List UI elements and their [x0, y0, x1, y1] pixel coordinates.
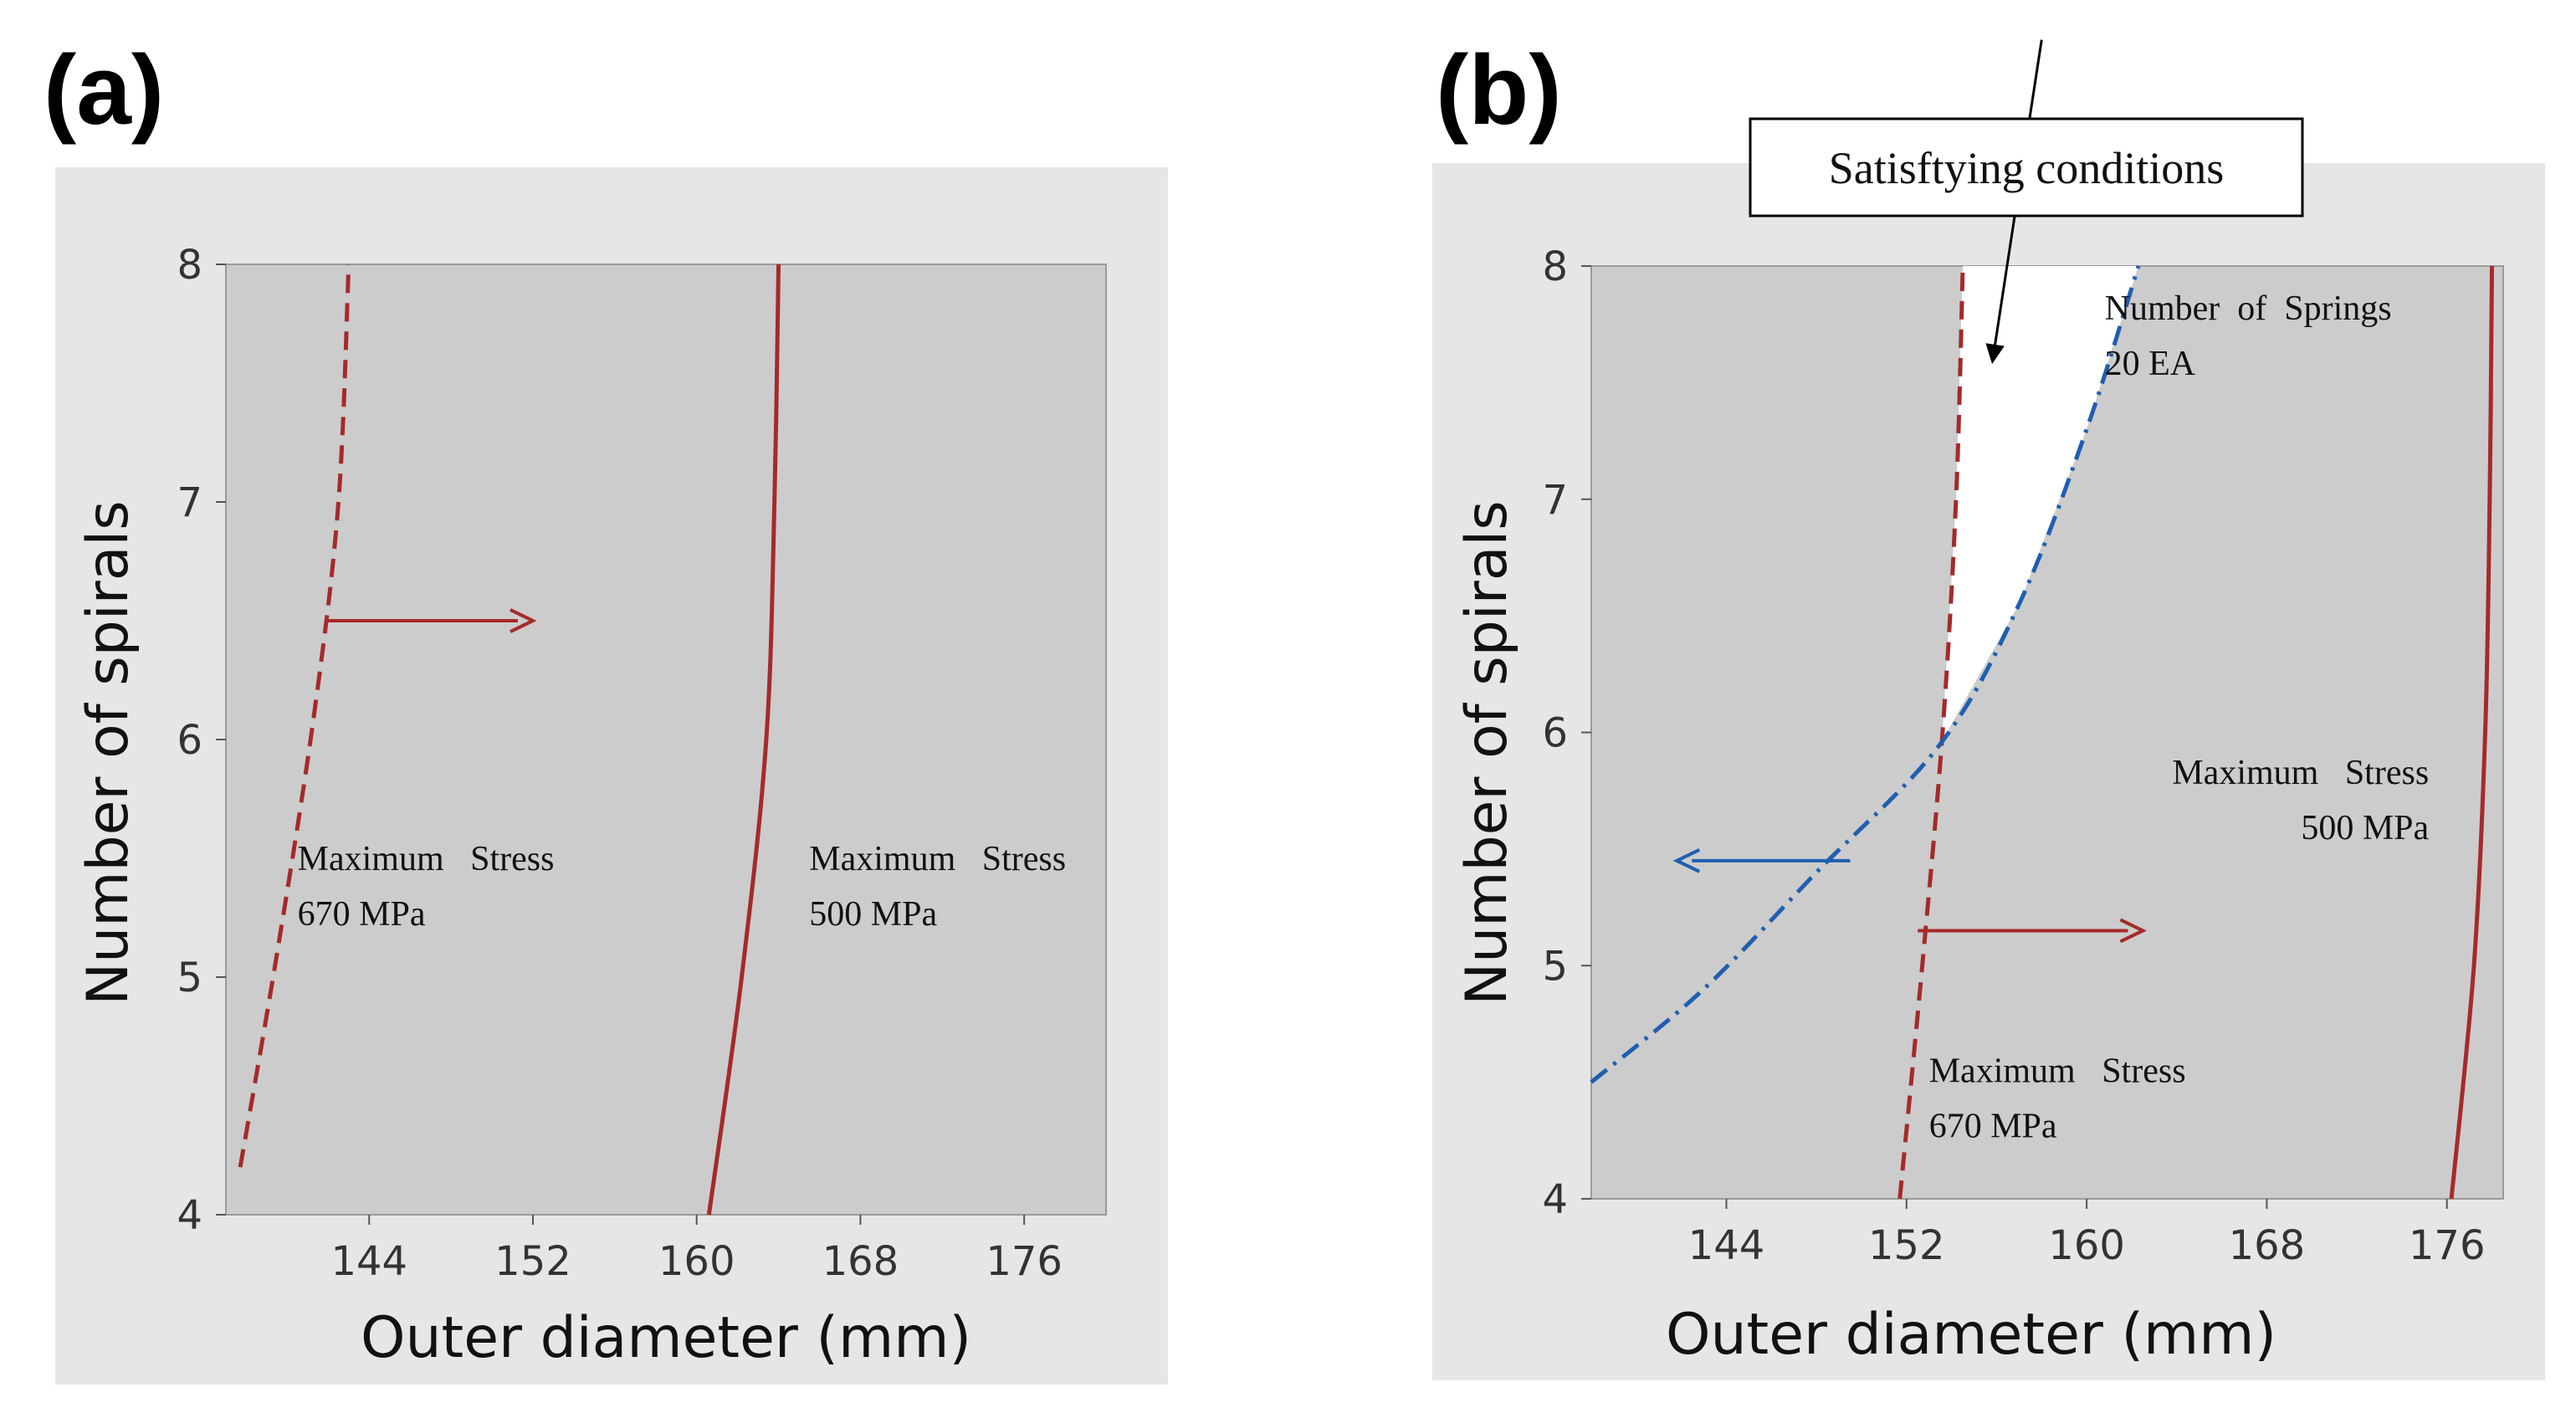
y-tick-label: 6 — [1542, 710, 1568, 757]
callout-text: Satisftying conditions — [1829, 143, 2225, 193]
panel-b-x-ticks: 144 152 160 168 176 — [1688, 1199, 2486, 1269]
annotation-a2: Maximum Stress 500 MPa — [809, 840, 1066, 934]
panel-a-y-axis-title: Number of spirals — [75, 500, 141, 1005]
panel-a-x-ticks: 144 152 160 168 176 — [330, 1215, 1063, 1285]
y-tick-label: 6 — [177, 717, 202, 764]
panel-b-x-axis-title: Outer diameter (mm) — [1666, 1302, 2276, 1368]
panel-b-feasible-region — [1940, 266, 2138, 745]
y-tick-label: 4 — [177, 1192, 202, 1239]
x-tick-label: 152 — [494, 1238, 571, 1285]
x-tick-label: 152 — [1868, 1222, 1945, 1269]
arrow-2 — [1918, 918, 2147, 944]
panel-a-plot-area — [225, 264, 1107, 1216]
x-tick-label: 160 — [658, 1238, 735, 1285]
series-line-2 — [2449, 265, 2495, 1200]
arrow-1 — [1672, 847, 1851, 873]
panel-a-arrows — [328, 608, 537, 633]
panel-a-x-axis-title: Outer diameter (mm) — [361, 1305, 971, 1371]
annotation-a1: Maximum Stress 670 MPa — [298, 840, 555, 934]
x-tick-label: 144 — [1688, 1222, 1765, 1269]
series-line-2 — [706, 264, 781, 1216]
y-tick-label: 7 — [1542, 477, 1568, 524]
y-tick-label: 4 — [1542, 1176, 1568, 1223]
panel-b-y-ticks: 4 5 6 7 8 — [1542, 243, 1591, 1223]
y-tick-label: 5 — [177, 955, 202, 1001]
x-tick-label: 160 — [2048, 1222, 2125, 1269]
panel-a: (a) 144 152 160 168 176 4 5 6 7 8 Maximum Stress… — [44, 35, 1168, 1385]
annotation-b1: Number of Springs 20 EA — [2105, 289, 2392, 383]
y-tick-label: 7 — [177, 479, 202, 526]
panel-b-y-axis-title: Number of spirals — [1454, 500, 1520, 1005]
series-line-1 — [238, 264, 351, 1168]
panel-b-series — [1590, 265, 2495, 1200]
series-line-1 — [1897, 265, 1965, 1200]
x-tick-label: 176 — [986, 1238, 1063, 1285]
panel-a-series — [238, 264, 781, 1216]
y-tick-label: 8 — [177, 242, 202, 289]
panel-a-annotations: Maximum Stress 670 MPa Maximum Stress 500 M… — [298, 840, 1066, 934]
y-tick-label: 8 — [1542, 243, 1568, 290]
panel-b-annotations: Number of Springs 20 EA Maximum Stress 500 … — [1929, 289, 2430, 1146]
panel-b-letter: (b) — [1436, 35, 1562, 146]
panel-a-y-ticks: 4 5 6 7 8 — [177, 242, 226, 1239]
annotation-b3: Maximum Stress 670 MPa — [1929, 1052, 2186, 1146]
panel-b: (b) 144 152 160 168 176 4 5 6 7 8 Number of Spri… — [1432, 35, 2545, 1380]
x-tick-label: 176 — [2409, 1222, 2486, 1269]
arrow-1 — [328, 608, 537, 633]
series-line-3 — [1590, 265, 2141, 1084]
satisfying-conditions-callout: Satisftying conditions — [1749, 117, 2304, 218]
annotation-b2: Maximum Stress 500 MPa — [2172, 754, 2429, 847]
x-tick-label: 144 — [330, 1238, 407, 1285]
y-tick-label: 5 — [1542, 943, 1568, 990]
x-tick-label: 168 — [2229, 1222, 2306, 1269]
x-tick-label: 168 — [822, 1238, 899, 1285]
panel-a-letter: (a) — [44, 35, 164, 146]
callout-box — [1749, 117, 2304, 218]
